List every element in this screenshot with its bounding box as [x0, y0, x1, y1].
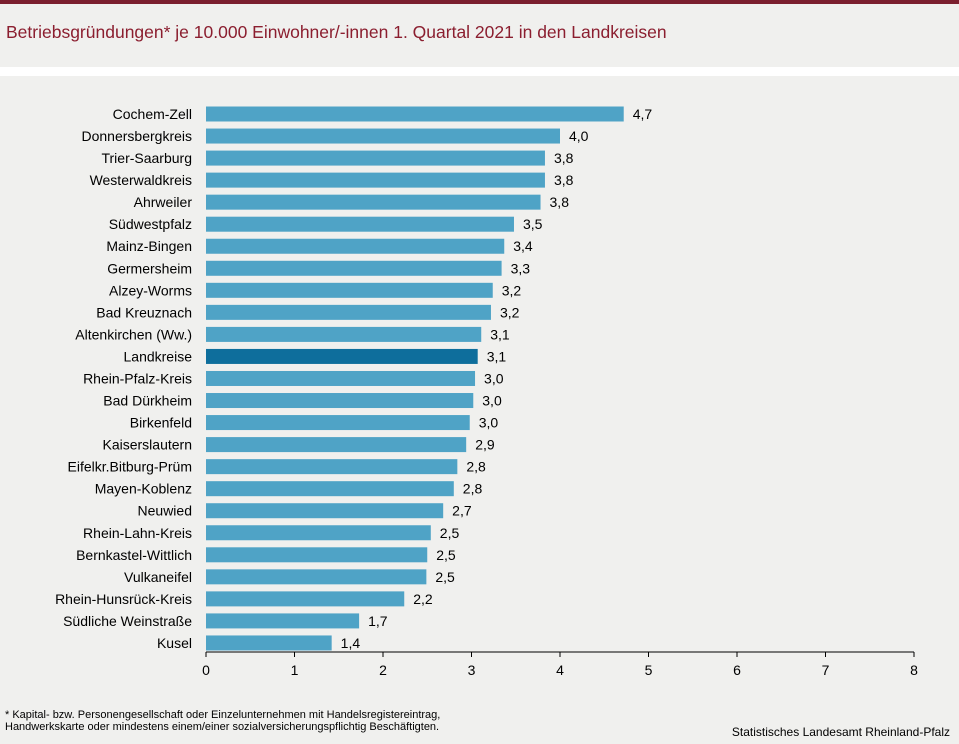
- category-label: Donnersbergkreis: [82, 128, 193, 144]
- value-label: 3,1: [490, 326, 510, 342]
- category-label: Kaiserslautern: [103, 437, 193, 453]
- x-tick-label: 3: [468, 662, 476, 678]
- value-label: 4,0: [569, 128, 589, 144]
- value-label: 3,4: [513, 238, 533, 254]
- value-label: 2,8: [466, 459, 486, 475]
- value-label: 1,4: [341, 635, 361, 651]
- top-accent-rule: [0, 0, 959, 4]
- category-label: Rhein-Lahn-Kreis: [83, 525, 192, 541]
- bar-chart: Cochem-Zell 4,7 Donnersbergkreis 4,0 Trier-S…: [55, 106, 918, 678]
- category-label: Landkreise: [124, 348, 193, 364]
- bar: [206, 260, 502, 276]
- chart-title: Betriebsgründungen* je 10.000 Einwohner/…: [6, 22, 667, 42]
- bar: [206, 437, 467, 453]
- category-label: Kusel: [157, 635, 192, 651]
- category-label: Westerwaldkreis: [90, 172, 192, 188]
- value-label: 4,7: [633, 106, 653, 122]
- bar: [206, 503, 444, 519]
- category-label: Ahrweiler: [134, 194, 193, 210]
- category-label: Rhein-Pfalz-Kreis: [83, 370, 192, 386]
- bar: [206, 569, 427, 585]
- value-label: 2,5: [435, 569, 455, 585]
- category-label: Birkenfeld: [130, 415, 192, 431]
- title-divider: [0, 67, 959, 76]
- source-credit: Statistisches Landesamt Rheinland-Pfalz: [731, 725, 950, 739]
- value-label: 3,8: [554, 150, 574, 166]
- value-label: 3,0: [482, 393, 502, 409]
- value-label: 3,2: [502, 282, 522, 298]
- bar: [206, 393, 474, 409]
- value-label: 2,8: [463, 481, 483, 497]
- category-label: Alzey-Worms: [109, 282, 192, 298]
- value-label: 2,2: [413, 591, 433, 607]
- category-label: Südwestpfalz: [109, 216, 192, 232]
- x-tick-label: 1: [291, 662, 299, 678]
- bar: [206, 591, 405, 607]
- bar: [206, 304, 491, 320]
- value-label: 2,5: [440, 525, 460, 541]
- value-label: 3,8: [554, 172, 574, 188]
- bar: [206, 635, 332, 651]
- value-label: 1,7: [368, 613, 388, 629]
- category-label: Cochem-Zell: [113, 106, 192, 122]
- category-label: Bad Kreuznach: [96, 304, 192, 320]
- bar: [206, 172, 545, 188]
- bar: [206, 194, 541, 210]
- bar: [206, 525, 431, 541]
- bar: [206, 613, 360, 629]
- x-tick-label: 5: [645, 662, 653, 678]
- value-label: 2,7: [452, 503, 472, 519]
- value-label: 3,0: [479, 415, 499, 431]
- bar: [206, 106, 624, 122]
- category-label: Vulkaneifel: [124, 569, 192, 585]
- x-tick-label: 4: [556, 662, 564, 678]
- category-label: Trier-Saarburg: [101, 150, 192, 166]
- x-tick-label: 7: [822, 662, 830, 678]
- bar: [206, 326, 482, 342]
- x-tick-label: 2: [379, 662, 387, 678]
- category-label: Rhein-Hunsrück-Kreis: [55, 591, 192, 607]
- category-label: Germersheim: [107, 260, 192, 276]
- bar-highlight: [206, 348, 478, 364]
- bar: [206, 150, 545, 166]
- category-label: Bad Dürkheim: [103, 393, 192, 409]
- footnote: * Kapital- bzw. Personengesellschaft ode…: [5, 709, 441, 733]
- x-tick-label: 8: [910, 662, 918, 678]
- bar: [206, 216, 514, 232]
- category-label: Mainz-Bingen: [106, 238, 192, 254]
- x-tick-label: 6: [733, 662, 741, 678]
- category-label: Eifelkr.Bitburg-Prüm: [68, 459, 192, 475]
- bar: [206, 415, 470, 431]
- category-label: Bernkastel-Wittlich: [76, 547, 192, 563]
- bar: [206, 459, 458, 475]
- bar: [206, 282, 493, 298]
- value-label: 3,2: [500, 304, 520, 320]
- bar: [206, 370, 476, 386]
- value-label: 3,1: [487, 348, 507, 364]
- value-label: 2,9: [475, 437, 495, 453]
- value-label: 3,5: [523, 216, 543, 232]
- category-label: Südliche Weinstraße: [63, 613, 192, 629]
- bar: [206, 481, 454, 497]
- value-label: 2,5: [436, 547, 456, 563]
- value-label: 3,3: [511, 260, 531, 276]
- category-label: Neuwied: [138, 503, 192, 519]
- x-tick-label: 0: [202, 662, 210, 678]
- category-label: Mayen-Koblenz: [95, 481, 192, 497]
- value-label: 3,8: [550, 194, 570, 210]
- bar: [206, 128, 560, 144]
- bar: [206, 547, 428, 563]
- value-label: 3,0: [484, 370, 504, 386]
- bar: [206, 238, 505, 254]
- category-label: Altenkirchen (Ww.): [75, 326, 192, 342]
